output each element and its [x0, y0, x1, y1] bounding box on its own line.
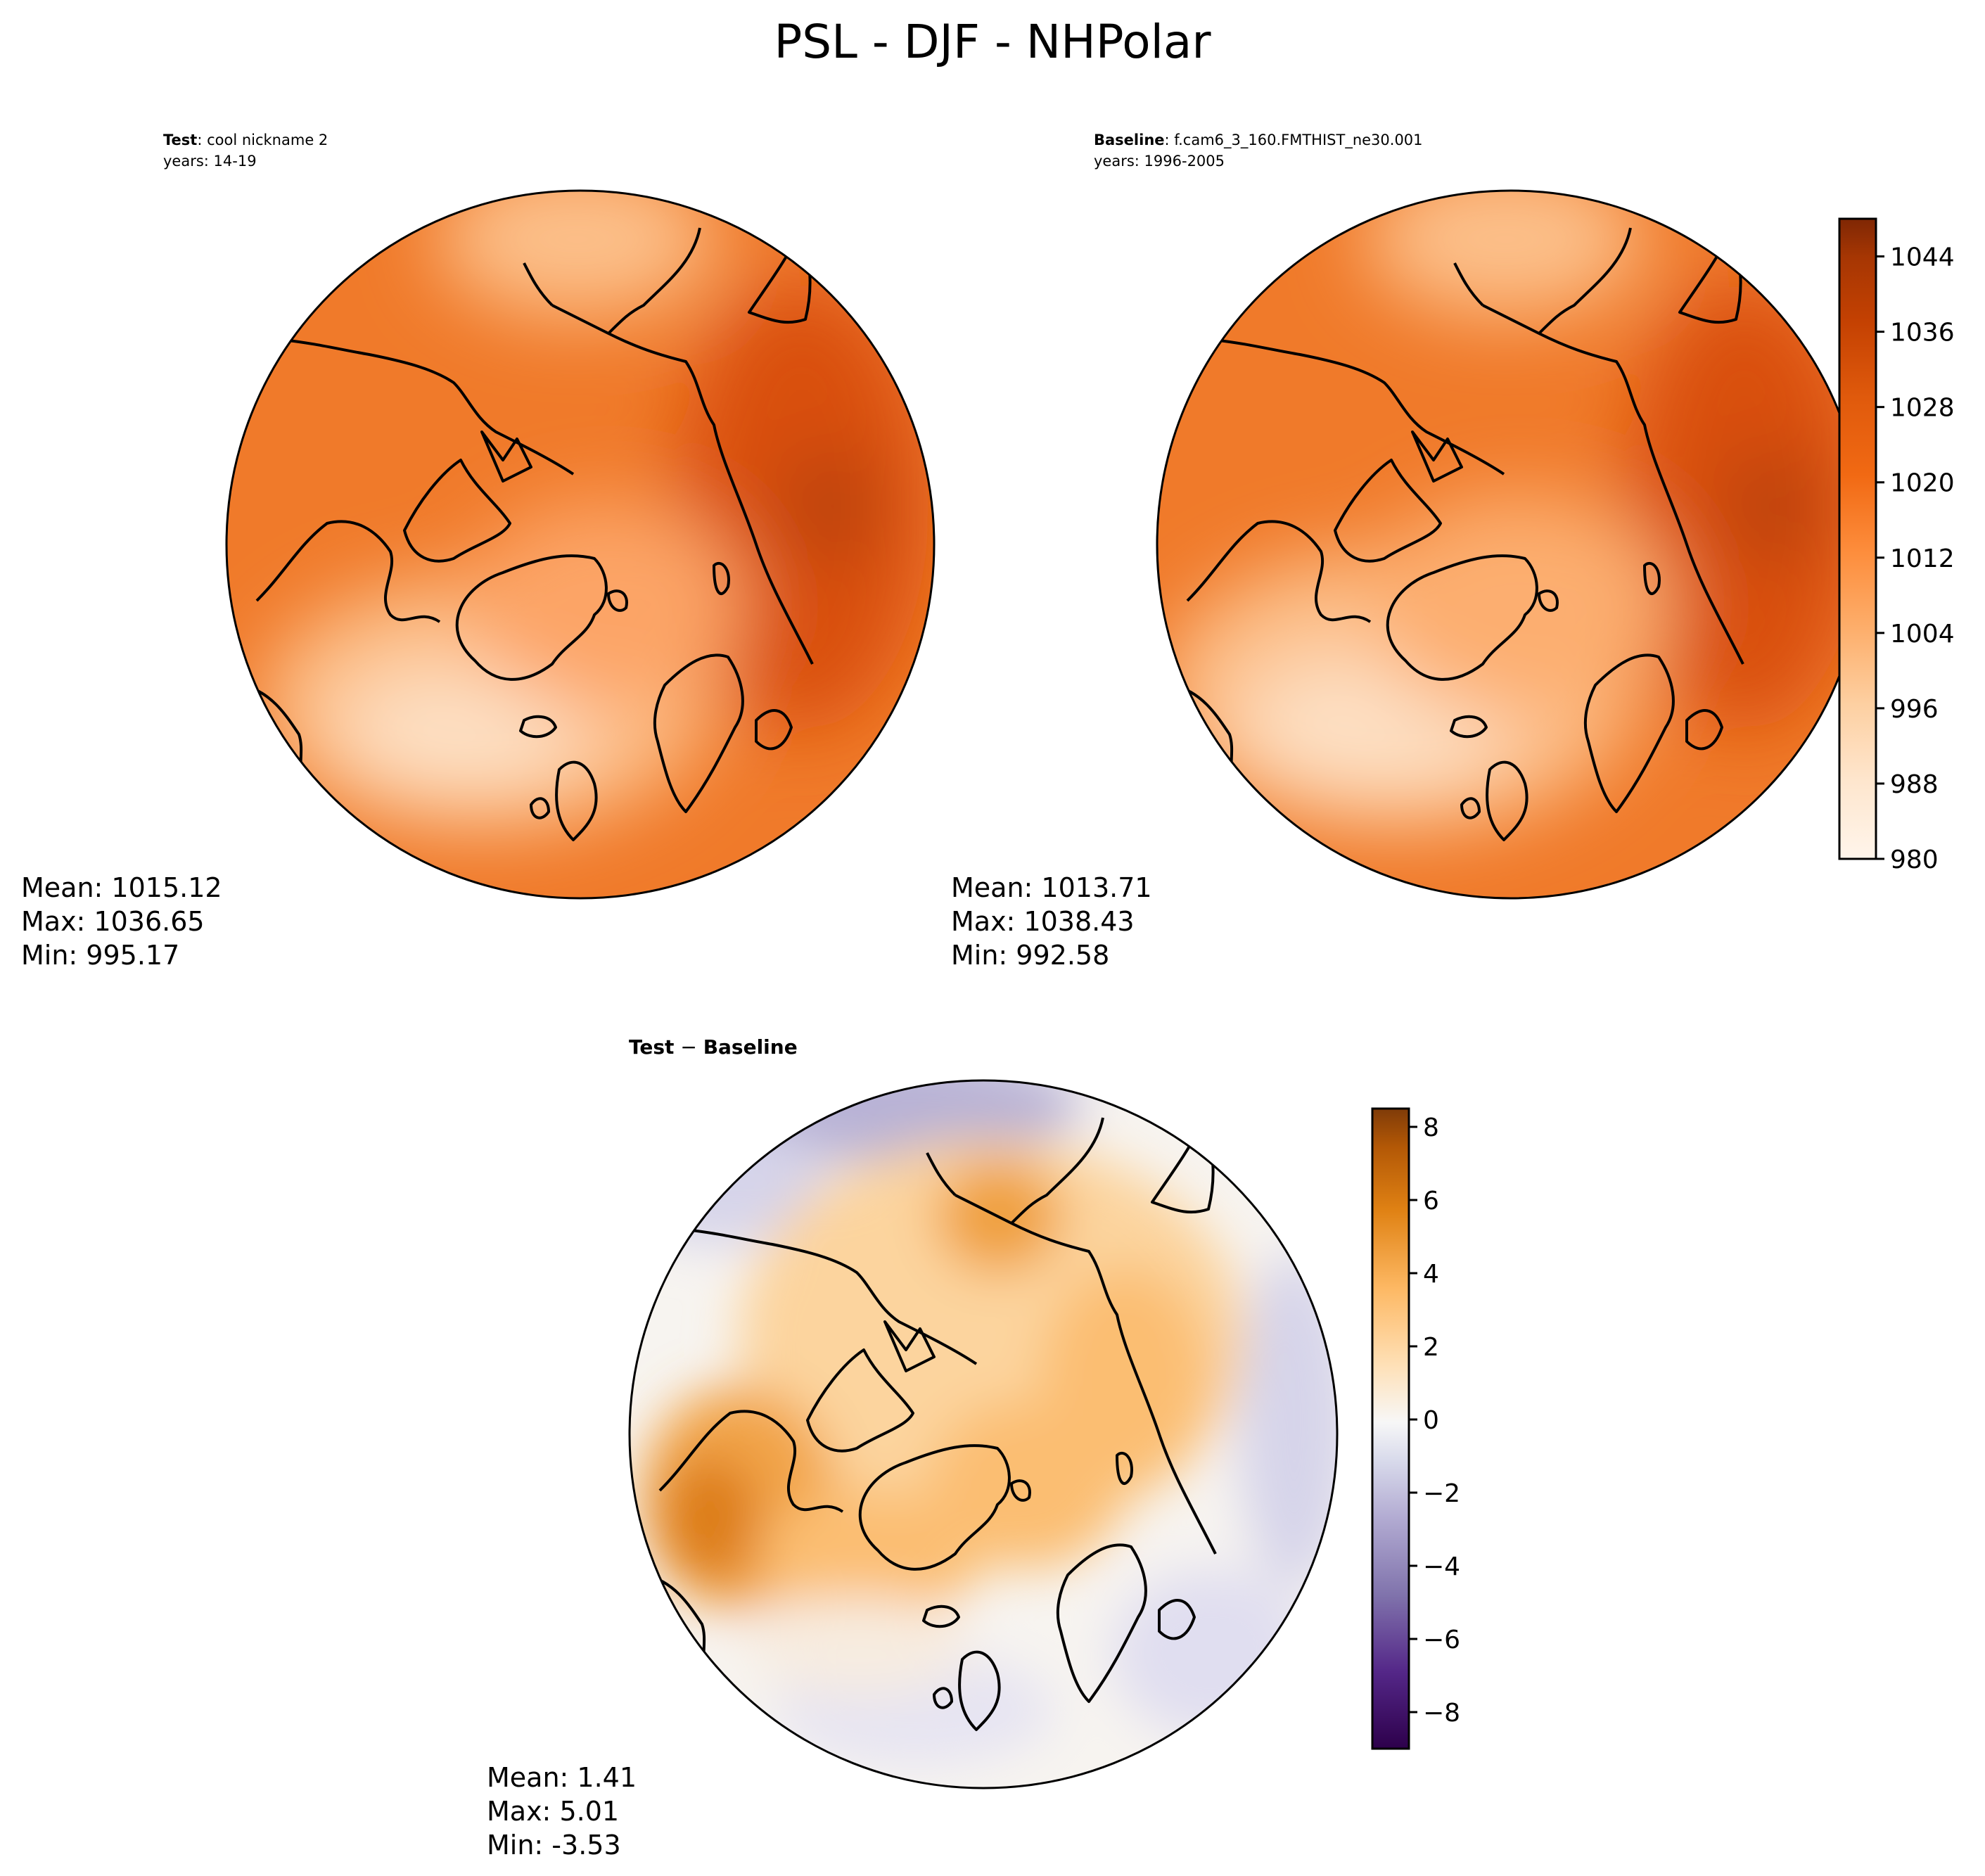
- difference-max: Max: 5.01: [487, 1796, 619, 1827]
- colorbar-difference-tick-label: −6: [1423, 1626, 1460, 1654]
- difference-min: Min: -3.53: [487, 1830, 621, 1861]
- colorbar-difference-bar: [1371, 1107, 1410, 1750]
- difference-title-baseline: Baseline: [703, 1035, 798, 1059]
- baseline-panel: Baseline: f.cam6_3_160.FMTHIST_ne30.001 …: [951, 132, 1866, 971]
- colorbar-difference-tick-label: −2: [1423, 1479, 1460, 1508]
- colorbar-difference-tick-label: 6: [1423, 1187, 1439, 1215]
- baseline-mean: Mean: 1013.71: [951, 872, 1152, 903]
- colorbar-absolute-tick-label: 1036: [1890, 319, 1955, 347]
- colorbar-absolute-tick-label: 1012: [1890, 544, 1955, 573]
- test-panel: Test: cool nickname 2 years: 14-19 Mean:…: [21, 132, 936, 971]
- colorbar-difference-tick-label: −8: [1423, 1699, 1460, 1728]
- baseline-max: Max: 1038.43: [951, 906, 1135, 937]
- difference-map: [630, 1080, 1337, 1788]
- colorbar-absolute-tick-label: 996: [1890, 695, 1939, 724]
- test-mean: Mean: 1015.12: [21, 872, 222, 903]
- colorbar-absolute-tick-label: 988: [1890, 770, 1939, 799]
- colorbar-absolute-tick-label: 1004: [1890, 620, 1955, 649]
- baseline-min: Min: 992.58: [951, 940, 1109, 971]
- baseline-years: years: 1996-2005: [1094, 153, 1225, 170]
- difference-panel: Test − Baseline Mean: 1.41: [487, 1035, 1339, 1861]
- test-map-frame: [225, 189, 936, 900]
- test-label-bold: Test: [163, 132, 197, 148]
- colorbar-difference: −8 −6 −4 −2 0 2 4 6 8: [1371, 1107, 1460, 1750]
- test-label-rest: : cool nickname 2: [197, 132, 328, 148]
- test-map: [226, 191, 934, 898]
- colorbar-absolute: 980 988 996 1004 1012 1020 1028 1036 1044: [1838, 217, 1955, 874]
- test-years: years: 14-19: [163, 153, 257, 170]
- baseline-label-rest: : f.cam6_3_160.FMTHIST_ne30.001: [1165, 132, 1423, 149]
- difference-mean: Mean: 1.41: [487, 1762, 637, 1793]
- test-min: Min: 995.17: [21, 940, 179, 971]
- colorbar-absolute-bar: [1838, 217, 1877, 860]
- figure-title: PSL - DJF - NHPolar: [774, 15, 1211, 69]
- colorbar-absolute-tick-label: 1044: [1890, 243, 1955, 272]
- difference-title-sep: −: [674, 1035, 703, 1059]
- colorbar-difference-tick-label: 8: [1423, 1114, 1439, 1142]
- colorbar-difference-tick-label: 0: [1423, 1406, 1439, 1435]
- colorbar-absolute-tick-label: 1028: [1890, 394, 1955, 423]
- difference-title: Test − Baseline: [629, 1035, 798, 1059]
- colorbar-difference-tick-label: 2: [1423, 1333, 1439, 1362]
- test-label: Test: cool nickname 2: [163, 132, 328, 148]
- baseline-map: [1157, 191, 1865, 898]
- colorbar-absolute-tick-label: 980: [1890, 846, 1939, 874]
- baseline-label: Baseline: f.cam6_3_160.FMTHIST_ne30.001: [1094, 132, 1423, 149]
- difference-title-test: Test: [629, 1035, 674, 1059]
- colorbar-difference-tick-label: −4: [1423, 1552, 1460, 1581]
- test-max: Max: 1036.65: [21, 906, 205, 937]
- colorbar-absolute-tick-label: 1020: [1890, 469, 1955, 498]
- colorbar-difference-tick-label: 4: [1423, 1260, 1439, 1289]
- difference-map-frame: [628, 1079, 1339, 1789]
- baseline-label-bold: Baseline: [1094, 132, 1165, 148]
